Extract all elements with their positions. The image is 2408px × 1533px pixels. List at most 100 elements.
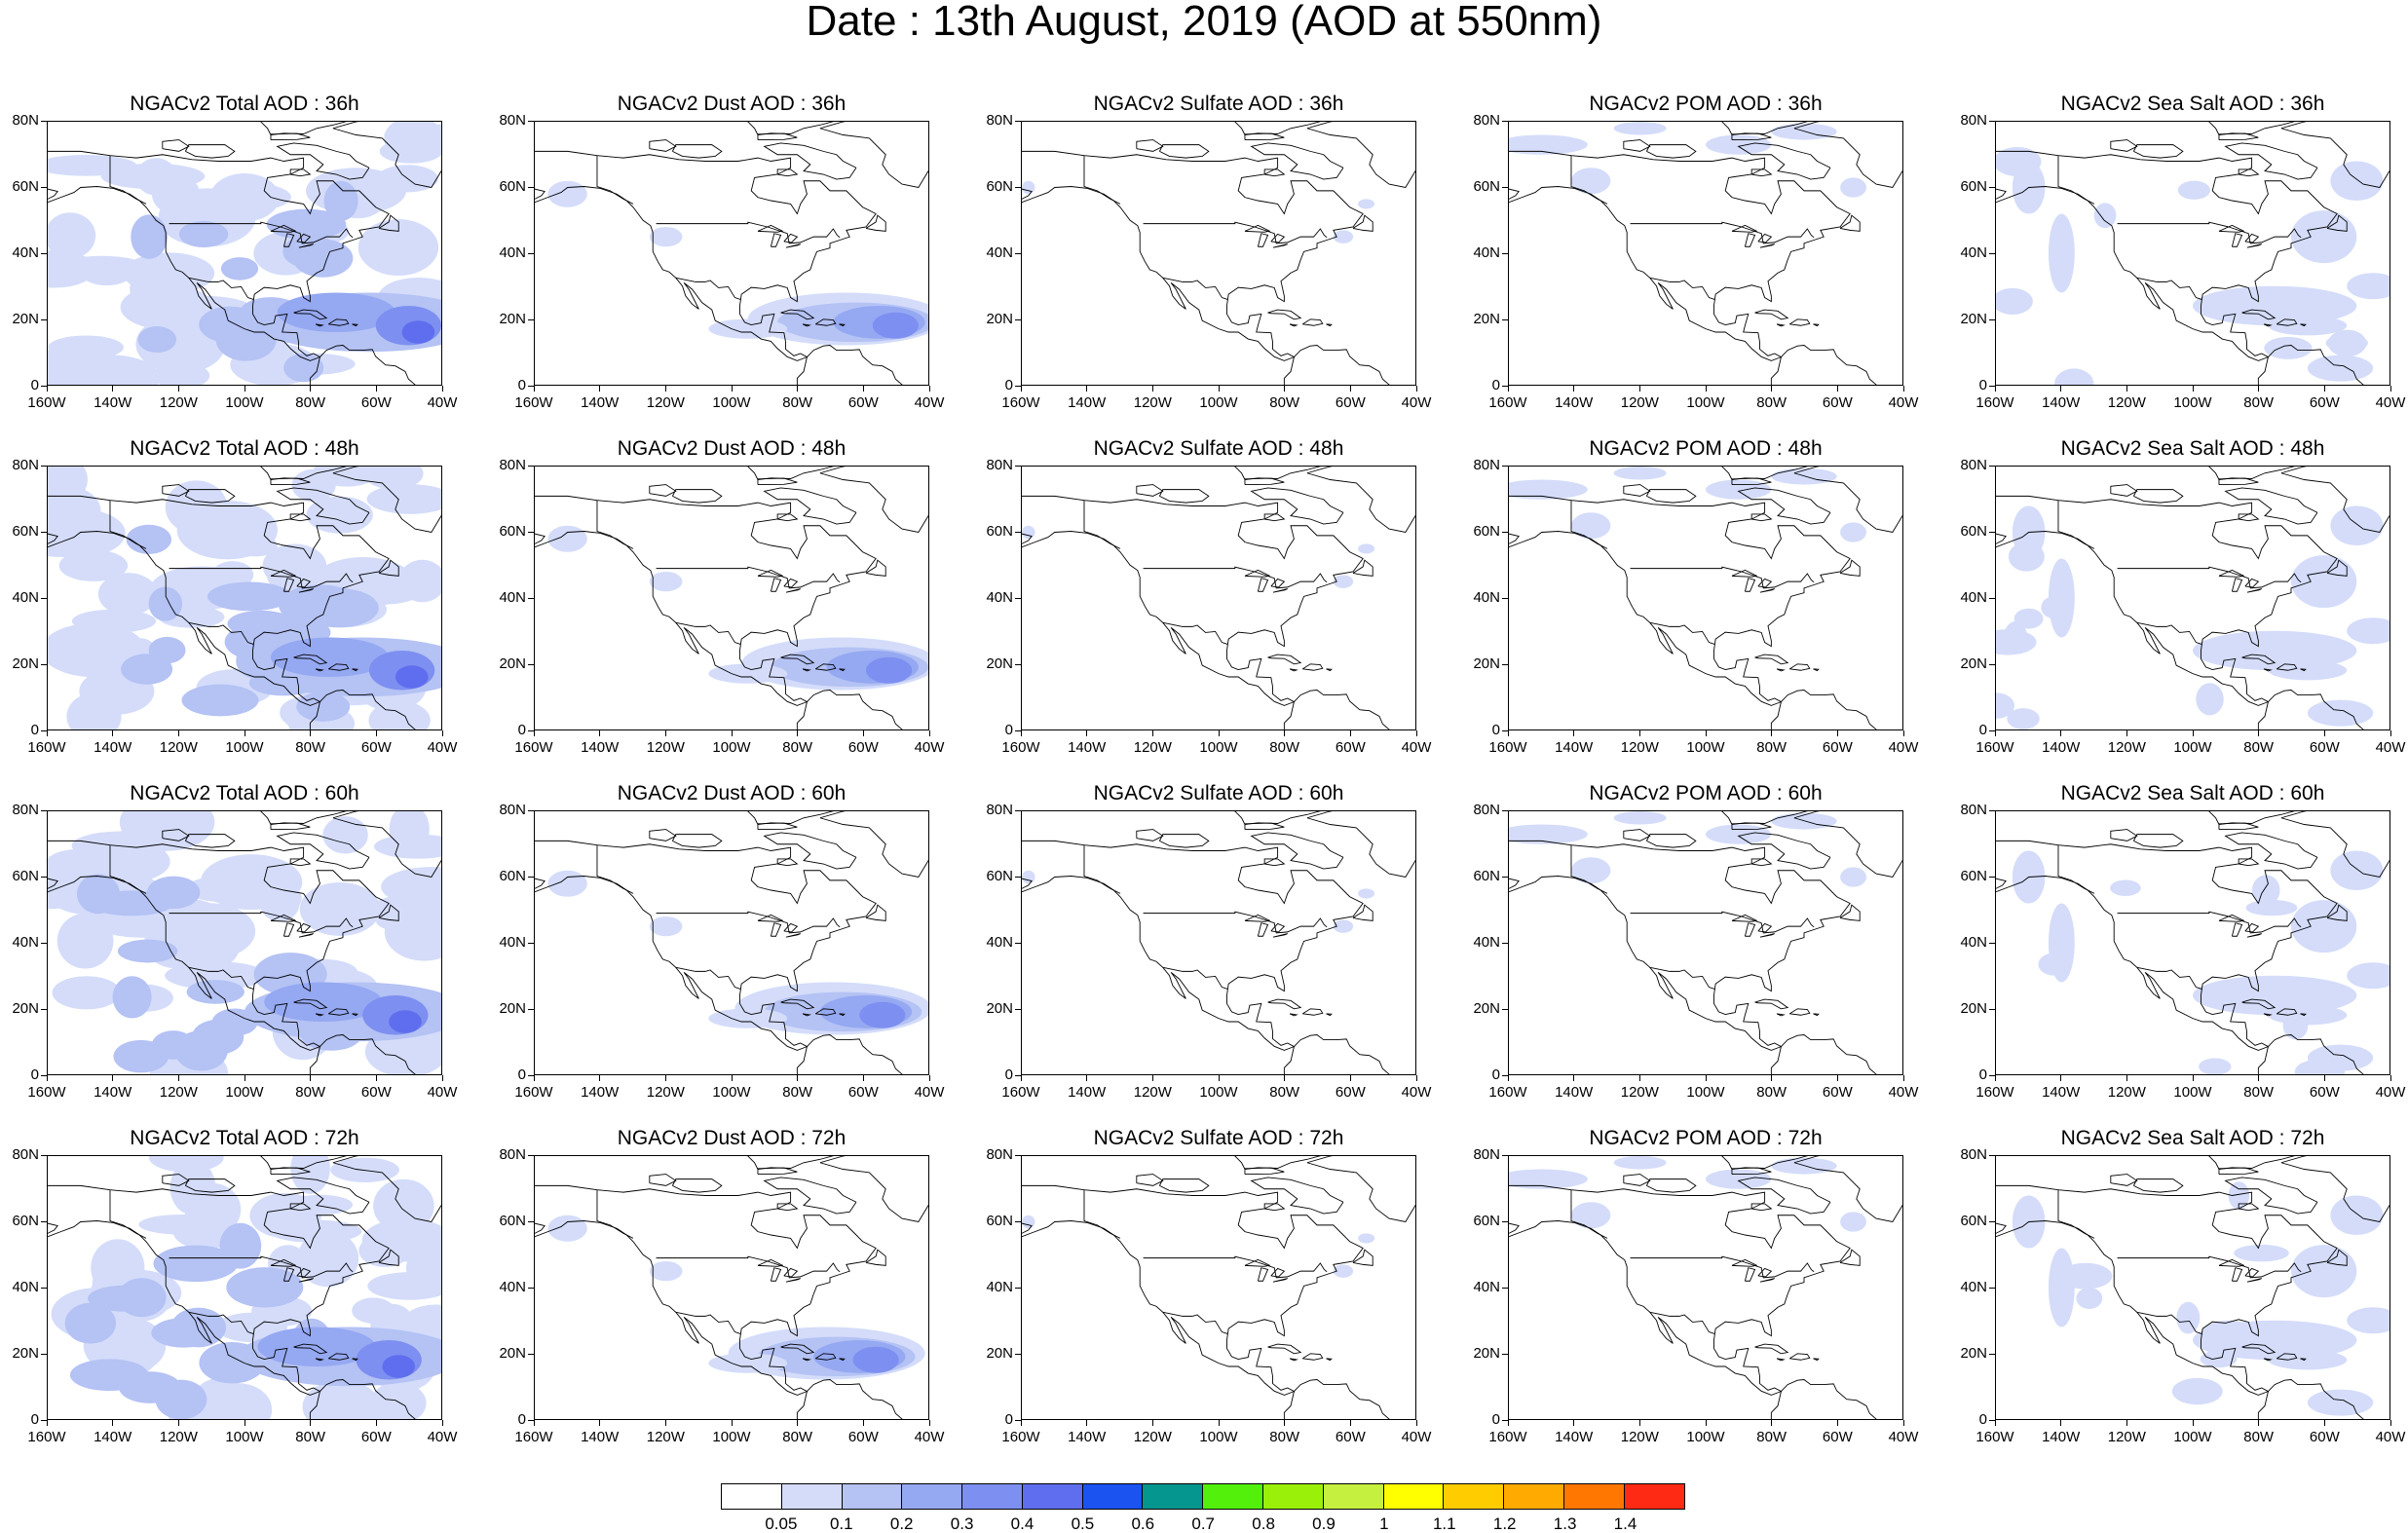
y-tick-label: 20N [499, 311, 526, 327]
x-tick-label: 140W [1068, 394, 1107, 411]
y-tick-label: 80N [986, 457, 1013, 473]
y-tick [1015, 1154, 1021, 1156]
aod-cell [350, 1394, 420, 1419]
aod-cell [2004, 621, 2028, 653]
y-tick-label: 0 [1004, 1411, 1013, 1428]
map-panel-dust-3 [534, 1155, 929, 1420]
aod-cell [277, 292, 395, 332]
x-tick-label: 140W [581, 1429, 620, 1445]
y-tick-label: 0 [517, 1411, 526, 1428]
x-tick-label: 160W [514, 739, 553, 756]
aod-cell [2307, 355, 2374, 382]
x-tick [441, 730, 443, 736]
y-tick [528, 385, 534, 387]
aod-cell [2177, 180, 2211, 200]
colorbar-label: 0.9 [1312, 1514, 1336, 1533]
aod-cell [1840, 1212, 1866, 1232]
y-tick [1502, 876, 1508, 878]
colorbar-box [722, 1484, 782, 1509]
x-tick-label: 100W [1686, 1429, 1725, 1445]
x-tick [1218, 1075, 1220, 1081]
x-tick [1902, 730, 1904, 736]
aod-cell [260, 884, 300, 922]
colorbar-label: 0.6 [1131, 1514, 1155, 1533]
aod-cell [1570, 857, 1611, 884]
x-tick-label: 140W [94, 394, 132, 411]
y-tick [528, 1419, 534, 1421]
aod-cell [151, 1318, 216, 1348]
aod-cell [126, 524, 171, 554]
y-tick [528, 465, 534, 467]
y-tick [1502, 1154, 1508, 1156]
y-tick [1989, 1154, 1995, 1156]
x-tick-label: 80W [1269, 1429, 1300, 1445]
x-tick [2258, 730, 2260, 736]
x-tick [2126, 386, 2127, 392]
x-tick [1705, 730, 1707, 736]
aod-shading [2012, 850, 2389, 1074]
y-tick [528, 120, 534, 122]
y-tick-label: 0 [1491, 377, 1500, 393]
colorbar-label: 1.2 [1492, 1514, 1517, 1533]
y-tick [41, 1353, 47, 1355]
x-tick-label: 160W [1001, 394, 1040, 411]
y-tick [528, 729, 534, 731]
y-tick-label: 60N [1960, 523, 1987, 540]
x-tick [1638, 1420, 1640, 1426]
x-tick [1902, 386, 1904, 392]
colorbar-label: 0.7 [1191, 1514, 1215, 1533]
x-tick [1086, 1420, 1088, 1426]
aod-cell [1996, 692, 2015, 719]
y-tick-label: 80N [1960, 802, 1987, 818]
y-tick [1015, 1419, 1021, 1421]
coastline [1022, 122, 1415, 385]
x-tick-label: 40W [2375, 1084, 2406, 1101]
y-tick-label: 60N [1960, 178, 1987, 195]
x-tick-label: 100W [225, 1084, 264, 1101]
panel-title-pom-0: NGACv2 POM AOD : 36h [1589, 93, 1823, 115]
aod-cell [131, 214, 168, 259]
y-tick [1989, 876, 1995, 878]
aod-cell [148, 636, 186, 664]
aod-cell [148, 1156, 224, 1173]
aod-cell [708, 1353, 788, 1373]
y-tick [1989, 531, 1995, 533]
x-tick [1507, 730, 1509, 736]
map-panel-pom-1 [1508, 466, 1903, 730]
aod-cell [207, 581, 292, 612]
colorbar-label: 1.3 [1553, 1514, 1577, 1533]
x-tick-label: 140W [1555, 1429, 1594, 1445]
x-tick [1771, 730, 1773, 736]
x-tick-label: 100W [1686, 739, 1725, 756]
x-tick [177, 730, 179, 736]
aod-shading [1022, 870, 1375, 933]
y-tick-label: 40N [12, 244, 39, 261]
x-tick [599, 386, 601, 392]
x-tick-label: 60W [360, 739, 392, 756]
x-tick [2060, 386, 2062, 392]
x-tick-label: 120W [159, 739, 198, 756]
coastline [1509, 467, 1902, 729]
x-tick-label: 80W [1756, 394, 1787, 411]
x-tick-label: 60W [1822, 394, 1853, 411]
y-tick [41, 1287, 47, 1289]
x-tick [2258, 1420, 2260, 1426]
colorbar-label: 0.4 [1010, 1514, 1035, 1533]
colorbar-label: 1 [1379, 1514, 1389, 1533]
x-tick-label: 140W [94, 739, 132, 756]
x-tick-label: 160W [1488, 1084, 1527, 1101]
coastline [1996, 122, 2389, 385]
y-tick [528, 1154, 534, 1156]
x-tick [112, 1420, 114, 1426]
aod-cell [1570, 512, 1611, 540]
x-tick-label: 40W [427, 394, 458, 411]
map-panel-pom-3 [1508, 1155, 1903, 1420]
x-tick-label: 40W [1401, 739, 1432, 756]
y-tick [528, 318, 534, 320]
x-tick [441, 1420, 443, 1426]
y-tick-label: 60N [1960, 868, 1987, 884]
y-tick [1015, 1008, 1021, 1010]
aod-cell [155, 1379, 207, 1419]
y-tick-label: 40N [12, 589, 39, 606]
y-tick-label: 80N [12, 112, 39, 129]
